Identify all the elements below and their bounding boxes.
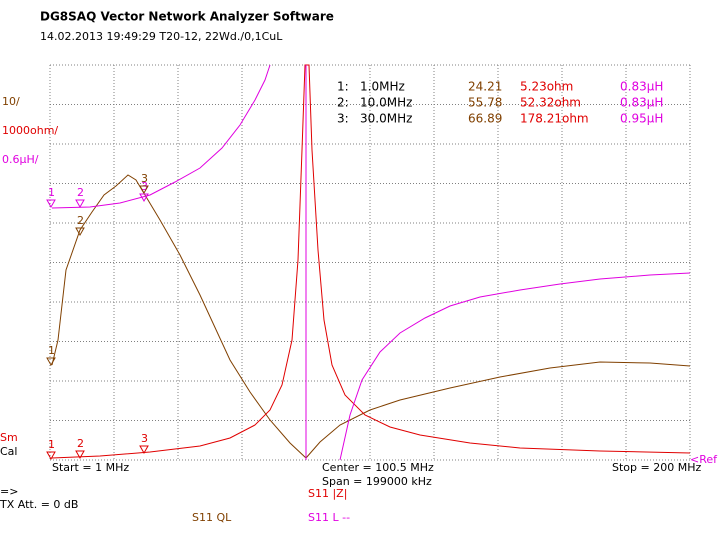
marker-triangle [46, 199, 56, 209]
marker-cell: 55.78 [468, 96, 502, 110]
marker-cell: 3: [337, 112, 349, 126]
marker-triangle [75, 199, 85, 209]
marker-cell: 30.0MHz [360, 112, 412, 126]
marker-label: 2 [77, 186, 84, 199]
stop: Stop = 200 MHz [612, 461, 701, 474]
cal: Cal [0, 445, 17, 458]
marker-cell: 1.0MHz [360, 80, 405, 94]
l-trace-high [339, 272, 691, 461]
marker-label: 2 [77, 214, 84, 227]
marker-label: 1 [48, 438, 55, 451]
marker-cell: 0.83µH [620, 96, 663, 110]
marker-cell: 1: [337, 80, 349, 94]
center: Center = 100.5 MHz [322, 461, 434, 474]
z-scale: 1000ohm/ [2, 124, 58, 137]
marker-label: 3 [141, 172, 148, 185]
marker-cell: 0.95µH [620, 112, 663, 126]
trace-l: S11 L -- [308, 511, 350, 524]
marker-label: 1 [48, 344, 55, 357]
info: 14.02.2013 19:49:29 T20-12, 22Wd./0,1CuL [40, 30, 283, 43]
marker-triangle [139, 445, 149, 455]
trace-ql: S11 QL [192, 511, 232, 524]
trace-z: S11 |Z| [308, 487, 347, 500]
marker-cell: 178.21ohm [520, 112, 589, 126]
marker-triangle [75, 450, 85, 460]
marker-cell: 5.23ohm [520, 80, 573, 94]
tx-att: TX Att. = 0 dB [0, 498, 78, 511]
marker-triangle [139, 185, 149, 195]
marker-triangle [75, 227, 85, 237]
marker-label: 1 [48, 186, 55, 199]
marker-cell: 24.21 [468, 80, 502, 94]
marker-cell: 2: [337, 96, 349, 110]
ql-trace [51, 174, 691, 459]
sm: Sm [0, 431, 18, 444]
marker-label: 2 [77, 437, 84, 450]
start: Start = 1 MHz [52, 461, 129, 474]
marker-cell: 10.0MHz [360, 96, 412, 110]
marker-triangle [46, 357, 56, 367]
marker-cell: 0.83µH [620, 80, 663, 94]
marker-label: 3 [141, 432, 148, 445]
span: Span = 199000 kHz [322, 475, 432, 488]
ref: <Ref [690, 453, 718, 466]
app-title: DG8SAQ Vector Network Analyzer Software [40, 10, 334, 24]
l-trace [51, 64, 271, 209]
arrow: => [0, 485, 18, 498]
marker-triangle [46, 451, 56, 461]
marker-table: 1: 1.0MHz 24.21 5.23ohm 0.83µH 2: 10.0MHz 55.78… [337, 80, 663, 126]
marker-cell: 66.89 [468, 112, 502, 126]
ql-scale: 10/ [2, 95, 20, 108]
l-scale: 0.6µH/ [2, 153, 39, 166]
marker-cell: 52.32ohm [520, 96, 581, 110]
z-trace [51, 64, 691, 459]
